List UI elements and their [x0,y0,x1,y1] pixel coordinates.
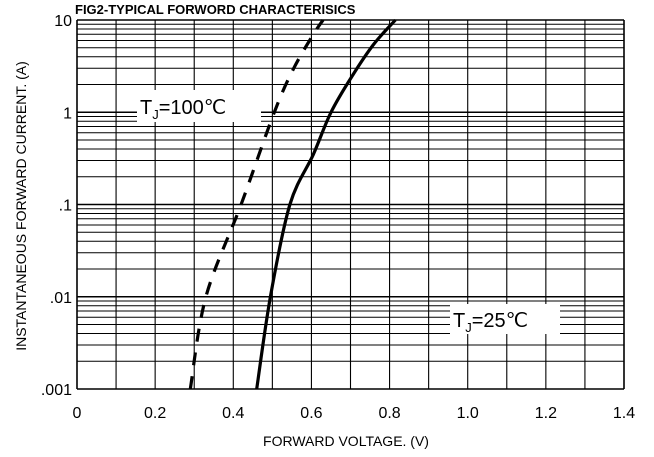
y-tick-label: 1 [63,105,72,122]
x-tick-label: 0 [73,405,82,422]
x-tick-label: 1.0 [457,405,479,422]
chart-title: FIG2-TYPICAL FORWORD CHARACTERISICS [75,2,356,17]
y-tick-label: .01 [50,290,72,307]
y-tick-label: .001 [41,382,72,399]
x-tick-label: 0.8 [378,405,400,422]
plot-curves [188,18,397,390]
x-tick-label: 0.2 [144,405,166,422]
x-axis-label: FORWARD VOLTAGE. (V) [263,433,429,449]
series-curve-dashed [188,19,325,390]
x-tick-labels: 0 0.2 0.4 0.6 0.8 1.0 1.2 1.4 [73,405,636,422]
annotation-100c: TJ=100℃ [140,97,226,122]
annotation-25c-background [450,304,560,334]
y-tick-label: 10 [54,13,72,30]
series-curve-solid [255,18,397,390]
y-axis-label: INSTANTANEOUS FORWARD CURRENT. (A) [13,61,29,351]
y-tick-label: .1 [59,198,72,215]
x-tick-label: 1.4 [613,405,635,422]
y-tick-labels: .001 .01 .1 1 10 [41,13,72,399]
x-tick-label: 1.2 [535,405,557,422]
x-tick-label: 0.6 [300,405,322,422]
annotation-100c-background [137,90,261,122]
x-tick-label: 0.4 [222,405,244,422]
annotation-25c: TJ=25℃ [453,310,528,335]
